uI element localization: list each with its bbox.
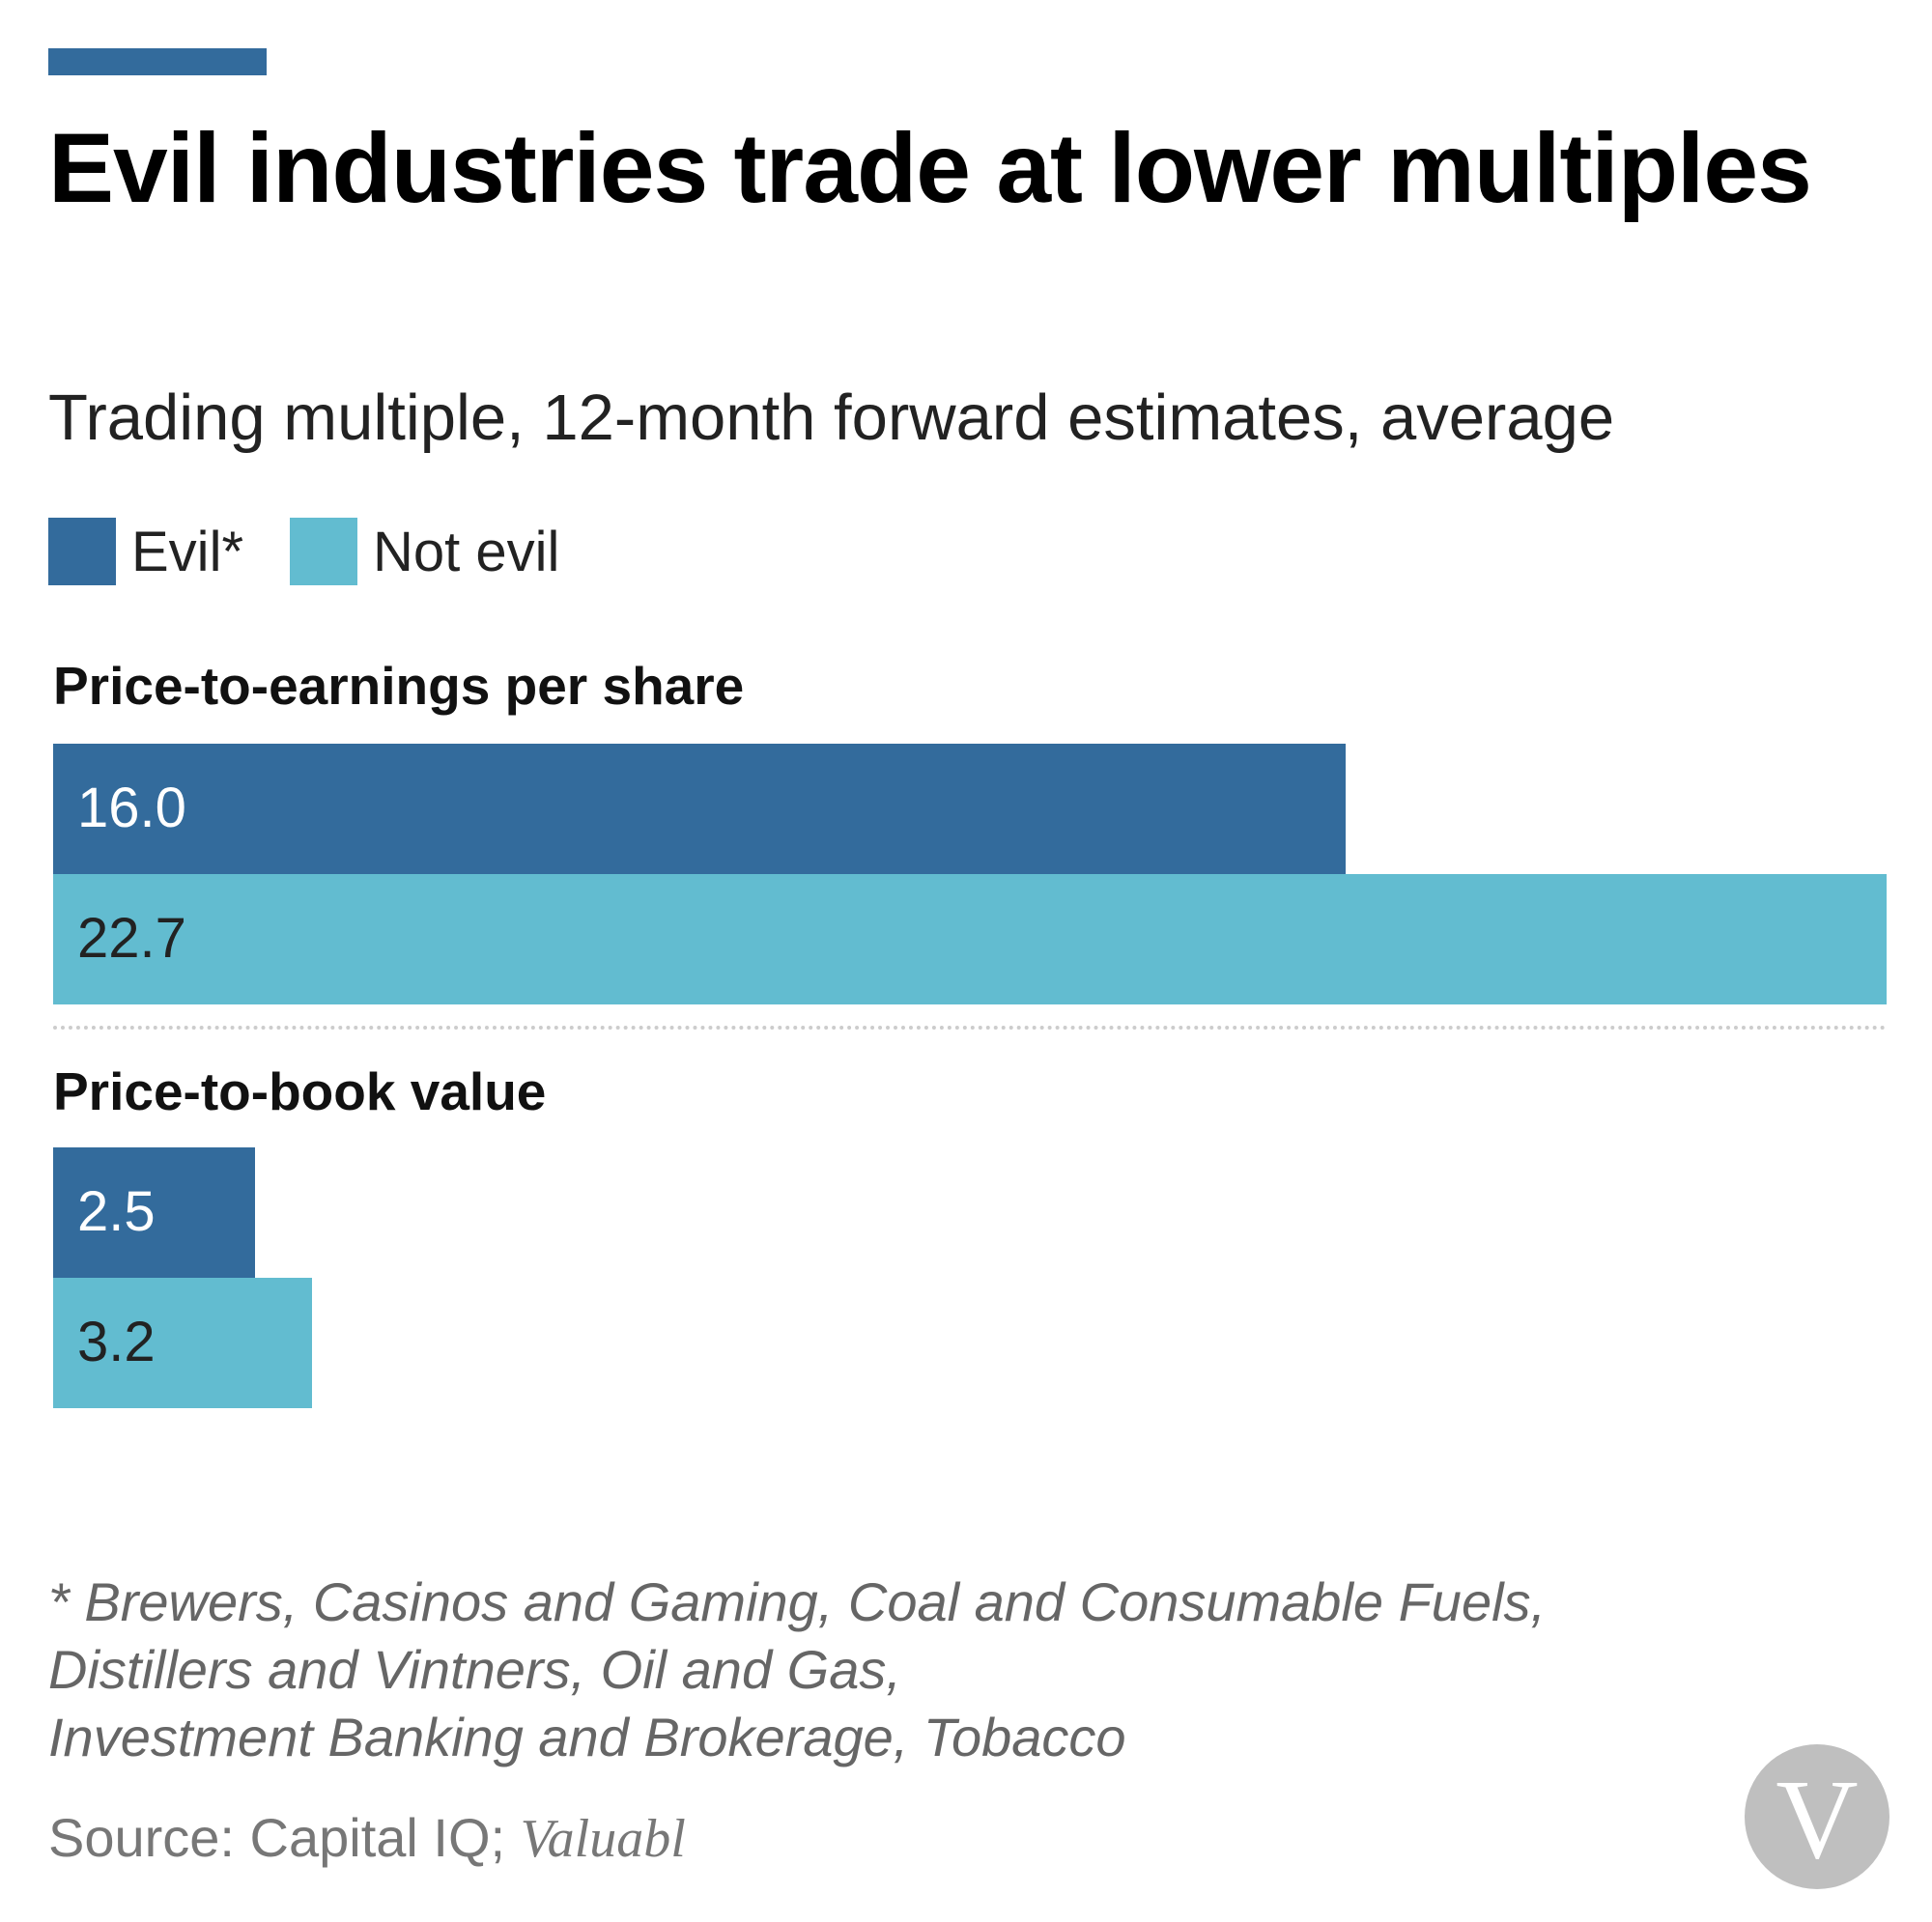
footnote: * Brewers, Casinos and Gaming, Coal and … — [48, 1569, 1739, 1771]
bar-not-evil-pe — [53, 874, 1887, 1004]
legend-label-evil: Evil* — [131, 520, 244, 583]
group-separator — [53, 1026, 1887, 1030]
valuabl-logo-icon: V — [1745, 1744, 1889, 1889]
logo-letter: V — [1776, 1756, 1859, 1882]
footnote-line: Investment Banking and Brokerage, Tobacc… — [48, 1707, 1126, 1767]
bar-label: 16.0 — [77, 777, 186, 839]
group-title-price-to-earnings: Price-to-earnings per share — [53, 656, 745, 716]
source-note: Source: Capital IQ; Valuabl — [48, 1806, 686, 1870]
source-prefix: Source: Capital IQ; — [48, 1807, 521, 1868]
bar-label: 3.2 — [77, 1311, 156, 1373]
group-title-price-to-book: Price-to-book value — [53, 1061, 547, 1121]
bar-evil-pb — [53, 1147, 255, 1278]
footnote-line: Distillers and Vintners, Oil and Gas, — [48, 1639, 901, 1700]
footnote-line: * Brewers, Casinos and Gaming, Coal and … — [48, 1571, 1547, 1632]
accent-bar — [48, 48, 267, 75]
chart-title: Evil industries trade at lower multiples — [48, 113, 1812, 223]
legend-item-not-evil: Not evil — [290, 518, 559, 585]
legend-swatch-not-evil — [290, 518, 358, 585]
bar-not-evil-pb — [53, 1278, 312, 1408]
bar-label: 2.5 — [77, 1180, 156, 1243]
legend-swatch-evil — [48, 518, 116, 585]
bar-evil-pe — [53, 744, 1346, 874]
bar-label: 22.7 — [77, 907, 186, 970]
source-brand: Valuabl — [520, 1809, 686, 1869]
legend-label-not-evil: Not evil — [373, 520, 560, 583]
chart-subtitle: Trading multiple, 12-month forward estim… — [48, 382, 1615, 454]
legend: Evil* Not evil — [48, 518, 606, 585]
legend-item-evil: Evil* — [48, 518, 243, 585]
